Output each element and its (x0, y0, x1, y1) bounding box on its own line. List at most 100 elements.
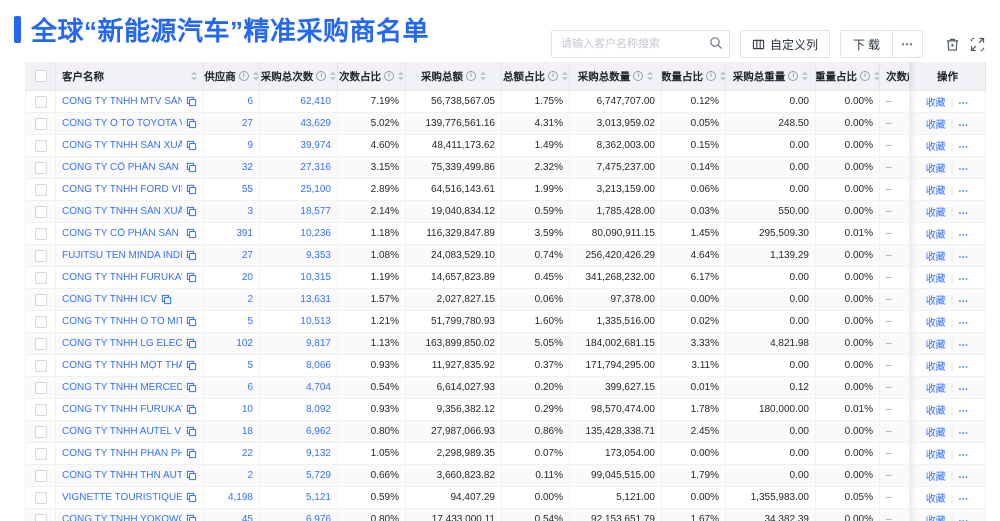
copy-icon[interactable] (186, 360, 197, 371)
customer-name-link[interactable]: FUJITSU TEN MINDA INDIA PVT... (62, 250, 182, 261)
column-header-supplier[interactable]: 供应商 i (203, 62, 260, 91)
row-more-button[interactable]: ⋯ (958, 472, 970, 483)
customer-name-link[interactable]: CÔNG TY TNHH FURUKAWA A... (62, 404, 182, 415)
row-more-button[interactable]: ⋯ (958, 296, 970, 307)
cell-times[interactable]: 9,817 (259, 332, 338, 355)
cell-times[interactable]: 4,704 (259, 376, 338, 399)
favorite-link[interactable]: 收藏 (925, 472, 946, 483)
customer-name-link[interactable]: CÔNG TY CỔ PHẦN SẢN XUẤT... (62, 228, 182, 239)
cell-supplier[interactable]: 27 (203, 244, 260, 267)
copy-icon[interactable] (186, 382, 197, 393)
row-checkbox[interactable] (34, 403, 47, 416)
copy-icon[interactable] (186, 118, 197, 129)
row-checkbox[interactable] (34, 513, 47, 521)
cell-times[interactable]: 10,513 (259, 310, 338, 333)
customer-name-link[interactable]: CÔNG TY TNHH ICV (62, 294, 158, 305)
column-header-amount[interactable]: 采购总额 i (405, 62, 502, 91)
column-header-qty[interactable]: 采购总数量 i (569, 62, 662, 91)
row-checkbox[interactable] (34, 315, 47, 328)
copy-icon[interactable] (186, 162, 197, 173)
column-header-qty_pct[interactable]: 数量占比 i (661, 62, 726, 91)
favorite-link[interactable]: 收藏 (925, 340, 946, 351)
copy-icon[interactable] (161, 294, 172, 305)
sort-icon[interactable] (874, 71, 879, 81)
copy-icon[interactable] (186, 316, 197, 327)
sort-icon[interactable] (720, 71, 725, 81)
row-more-button[interactable]: ⋯ (958, 98, 970, 109)
row-more-button[interactable]: ⋯ (958, 318, 970, 329)
cell-supplier[interactable]: 20 (203, 266, 260, 289)
copy-icon[interactable] (186, 514, 197, 521)
copy-icon[interactable] (186, 96, 197, 107)
row-checkbox[interactable] (34, 293, 47, 306)
cell-times[interactable]: 9,132 (259, 442, 338, 465)
customer-name-link[interactable]: CÔNG TY TNHH AUTEL VIỆT N... (62, 426, 182, 437)
sort-icon[interactable] (398, 71, 404, 81)
cell-supplier[interactable]: 102 (203, 332, 260, 355)
column-header-weight[interactable]: 采购总重量 i (725, 62, 816, 91)
sort-icon[interactable] (252, 71, 259, 81)
info-icon[interactable]: i (633, 71, 644, 81)
favorite-link[interactable]: 收藏 (925, 274, 946, 285)
customer-name-link[interactable]: CÔNG TY TNHH YOKOWO VIỆT... (62, 514, 182, 521)
column-header-amount_pct[interactable]: 总额占比 i (501, 62, 570, 91)
row-checkbox[interactable] (34, 139, 47, 152)
cell-supplier[interactable]: 22 (203, 442, 260, 465)
copy-icon[interactable] (186, 426, 197, 437)
row-checkbox[interactable] (34, 117, 47, 130)
customer-name-link[interactable]: CÔNG TY TNHH MERCEDES–B... (62, 382, 182, 393)
sort-icon[interactable] (191, 71, 197, 81)
sort-icon[interactable] (330, 71, 337, 81)
customer-name-link[interactable]: CÔNG TY TNHH MỘT THÀNH V... (62, 360, 182, 371)
row-more-button[interactable]: ⋯ (958, 428, 970, 439)
cell-times[interactable]: 9,353 (259, 244, 338, 267)
info-icon[interactable]: i (860, 71, 870, 81)
customer-name-link[interactable]: CÔNG TY Ô TÔ TOYOTA VIỆT ... (62, 118, 182, 129)
cell-supplier[interactable]: 5 (203, 354, 260, 377)
row-more-button[interactable]: ⋯ (958, 208, 970, 219)
fullscreen-icon[interactable] (970, 37, 985, 52)
search-input[interactable] (550, 30, 730, 58)
row-checkbox[interactable] (34, 381, 47, 394)
favorite-link[interactable]: 收藏 (925, 208, 946, 219)
row-more-button[interactable]: ⋯ (958, 252, 970, 263)
customer-name-link[interactable]: CÔNG TY TNHH SẢN XUẤT VÀ ... (62, 140, 182, 151)
cell-supplier[interactable]: 45 (203, 508, 260, 521)
sort-icon[interactable] (802, 71, 809, 81)
trash-icon[interactable] (945, 37, 960, 52)
customer-name-link[interactable]: CÔNG TY TNHH MTV SẢN XUẤ... (62, 96, 182, 107)
favorite-link[interactable]: 收藏 (925, 318, 946, 329)
customer-name-link[interactable]: CÔNG TY TNHH SẢN XUẤT VÀ ... (62, 206, 182, 217)
cell-times[interactable]: 10,236 (259, 222, 338, 245)
row-more-button[interactable]: ⋯ (958, 274, 970, 285)
row-checkbox[interactable] (34, 183, 47, 196)
cell-supplier[interactable]: 5 (203, 310, 260, 333)
customize-columns-button[interactable]: 自定义列 (739, 30, 830, 58)
cell-times[interactable]: 43,629 (259, 112, 338, 135)
cell-supplier[interactable]: 6 (203, 90, 260, 113)
customer-name-link[interactable]: CÔNG TY TNHH Ô TÔ MITSUBI... (62, 316, 182, 327)
info-icon[interactable]: i (788, 71, 799, 81)
cell-supplier[interactable]: 9 (203, 134, 260, 157)
row-checkbox[interactable] (34, 271, 47, 284)
favorite-link[interactable]: 收藏 (925, 450, 946, 461)
info-icon[interactable]: i (238, 71, 249, 81)
customer-name-link[interactable]: CÔNG TY TNHH THN AUTOPAR... (62, 470, 182, 481)
row-checkbox[interactable] (34, 205, 47, 218)
sort-icon[interactable] (647, 71, 654, 81)
favorite-link[interactable]: 收藏 (925, 384, 946, 395)
row-checkbox[interactable] (34, 337, 47, 350)
row-checkbox[interactable] (34, 161, 47, 174)
favorite-link[interactable]: 收藏 (925, 296, 946, 307)
row-checkbox[interactable] (34, 249, 47, 262)
column-header-weight_pct[interactable]: 重量占比 i (815, 62, 880, 91)
favorite-link[interactable]: 收藏 (925, 120, 946, 131)
copy-icon[interactable] (186, 206, 197, 217)
cell-times[interactable]: 13,631 (259, 288, 338, 311)
cell-times[interactable]: 6,976 (259, 508, 338, 521)
copy-icon[interactable] (186, 184, 197, 195)
sort-icon[interactable] (562, 71, 568, 81)
cell-times[interactable]: 5,729 (259, 464, 338, 487)
favorite-link[interactable]: 收藏 (925, 164, 946, 175)
copy-icon[interactable] (186, 228, 197, 239)
